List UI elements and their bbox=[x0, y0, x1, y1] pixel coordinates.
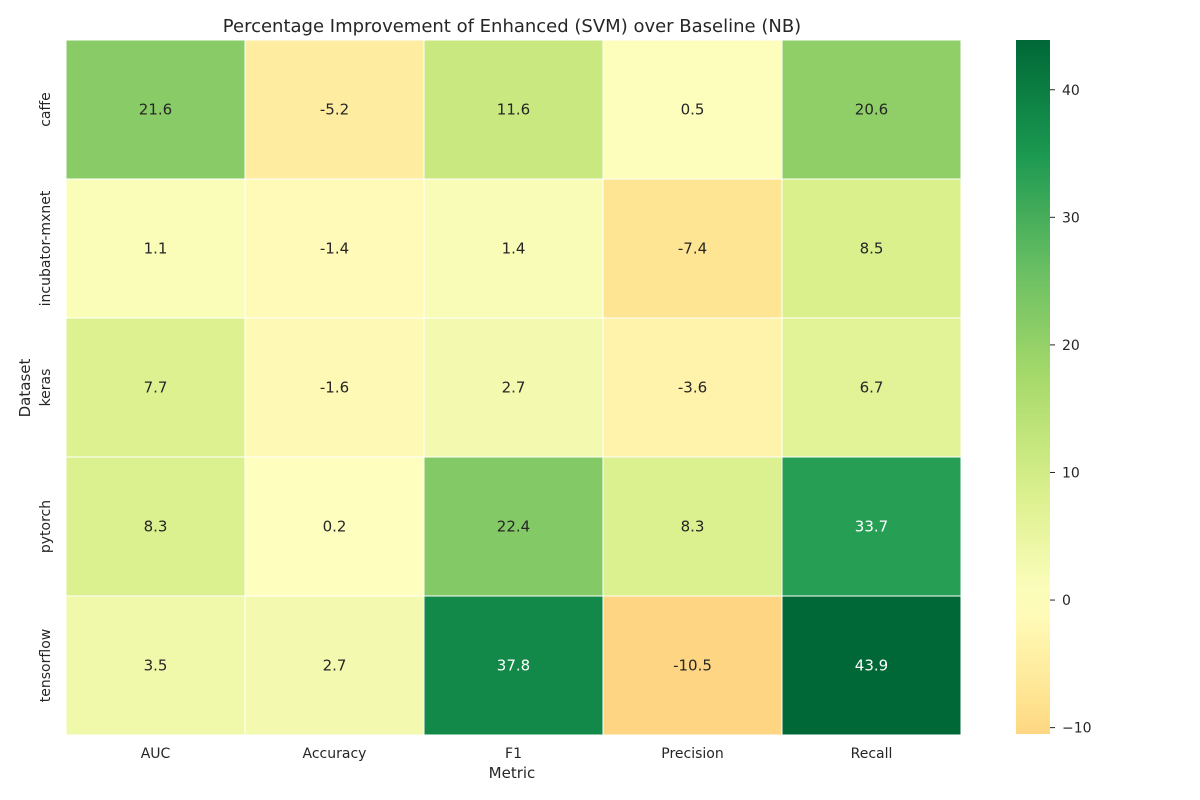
cell-value-label: 22.4 bbox=[497, 518, 530, 536]
cell-value-label: 33.7 bbox=[855, 518, 888, 536]
heatmap-cell bbox=[423, 317, 604, 458]
y-tick-labels: caffe incubator-mxnet keras pytorch tensorfl… bbox=[38, 92, 54, 702]
x-tick-label: Precision bbox=[661, 746, 723, 762]
x-tick-label: Accuracy bbox=[303, 746, 367, 762]
heatmap-cell bbox=[244, 317, 425, 458]
colorbar-ticks: −10 0 10 20 30 40 bbox=[1050, 83, 1092, 737]
heatmap-cell bbox=[602, 456, 783, 597]
cell-value-label: 37.8 bbox=[497, 657, 530, 675]
heatmap-cell bbox=[781, 456, 962, 597]
cell-value-label: 1.1 bbox=[144, 240, 168, 258]
cell-value-label: 0.2 bbox=[323, 518, 347, 536]
heatmap-cell bbox=[781, 39, 962, 180]
cell-value-label: 2.7 bbox=[323, 657, 347, 675]
heatmap-cell bbox=[244, 595, 425, 736]
colorbar-tick-label: −10 bbox=[1062, 721, 1092, 737]
heatmap-cell bbox=[602, 39, 783, 180]
cell-value-label: -1.4 bbox=[320, 240, 349, 258]
colorbar-tick-label: 40 bbox=[1062, 83, 1080, 99]
y-tick-label: tensorflow bbox=[38, 629, 54, 702]
cell-value-label: 8.3 bbox=[681, 518, 705, 536]
heatmap-cell bbox=[602, 317, 783, 458]
cell-value-label: -1.6 bbox=[320, 379, 349, 397]
cell-value-label: 8.5 bbox=[860, 240, 884, 258]
heatmap-cell bbox=[244, 456, 425, 597]
cell-value-label: 11.6 bbox=[497, 101, 530, 119]
cell-value-label: 7.7 bbox=[144, 379, 168, 397]
cell-value-label: 21.6 bbox=[139, 101, 172, 119]
y-axis-label: Dataset bbox=[16, 359, 34, 418]
y-tick-label: incubator-mxnet bbox=[38, 190, 54, 306]
cell-value-label: 43.9 bbox=[855, 657, 888, 675]
heatmap-cells: 21.6 -5.2 11.6 0.5 20.6 1.1 -1.4 1.4 -7.4 8.5 7.7 -… bbox=[65, 39, 962, 736]
y-tick-label: caffe bbox=[38, 92, 54, 127]
chart-title: Percentage Improvement of Enhanced (SVM)… bbox=[223, 16, 801, 37]
cell-value-label: -3.6 bbox=[678, 379, 707, 397]
heatmap-cell bbox=[423, 39, 604, 180]
cell-value-label: -10.5 bbox=[673, 657, 712, 675]
heatmap-cell bbox=[244, 178, 425, 319]
heatmap-cell bbox=[781, 178, 962, 319]
colorbar-tick-label: 0 bbox=[1062, 593, 1071, 609]
colorbar-tick-label: 30 bbox=[1062, 210, 1080, 226]
x-tick-label: AUC bbox=[141, 746, 171, 762]
colorbar bbox=[1016, 40, 1050, 734]
cell-value-label: 0.5 bbox=[681, 101, 705, 119]
heatmap-cell bbox=[244, 39, 425, 180]
heatmap-cell bbox=[781, 595, 962, 736]
cell-value-label: 20.6 bbox=[855, 101, 888, 119]
heatmap-cell bbox=[423, 456, 604, 597]
cell-value-label: 1.4 bbox=[502, 240, 526, 258]
colorbar-tick-label: 10 bbox=[1062, 465, 1080, 481]
heatmap-cell bbox=[781, 317, 962, 458]
cell-value-label: 8.3 bbox=[144, 518, 168, 536]
x-tick-labels: AUC Accuracy F1 Precision Recall bbox=[141, 746, 893, 762]
heatmap-cell bbox=[423, 595, 604, 736]
cell-value-label: 6.7 bbox=[860, 379, 884, 397]
colorbar-tick-label: 20 bbox=[1062, 338, 1080, 354]
cell-value-label: -7.4 bbox=[678, 240, 707, 258]
heatmap-cell bbox=[65, 39, 246, 180]
x-tick-label: Recall bbox=[851, 746, 893, 762]
heatmap-cell bbox=[65, 456, 246, 597]
y-tick-label: pytorch bbox=[38, 500, 54, 553]
cell-value-label: 3.5 bbox=[144, 657, 168, 675]
x-axis-label: Metric bbox=[489, 764, 536, 782]
cell-value-label: 2.7 bbox=[502, 379, 526, 397]
cell-value-label: -5.2 bbox=[320, 101, 349, 119]
heatmap-cell bbox=[65, 595, 246, 736]
x-tick-label: F1 bbox=[505, 746, 522, 762]
y-tick-label: keras bbox=[38, 369, 54, 407]
heatmap-cell bbox=[65, 178, 246, 319]
heatmap-cell bbox=[423, 178, 604, 319]
